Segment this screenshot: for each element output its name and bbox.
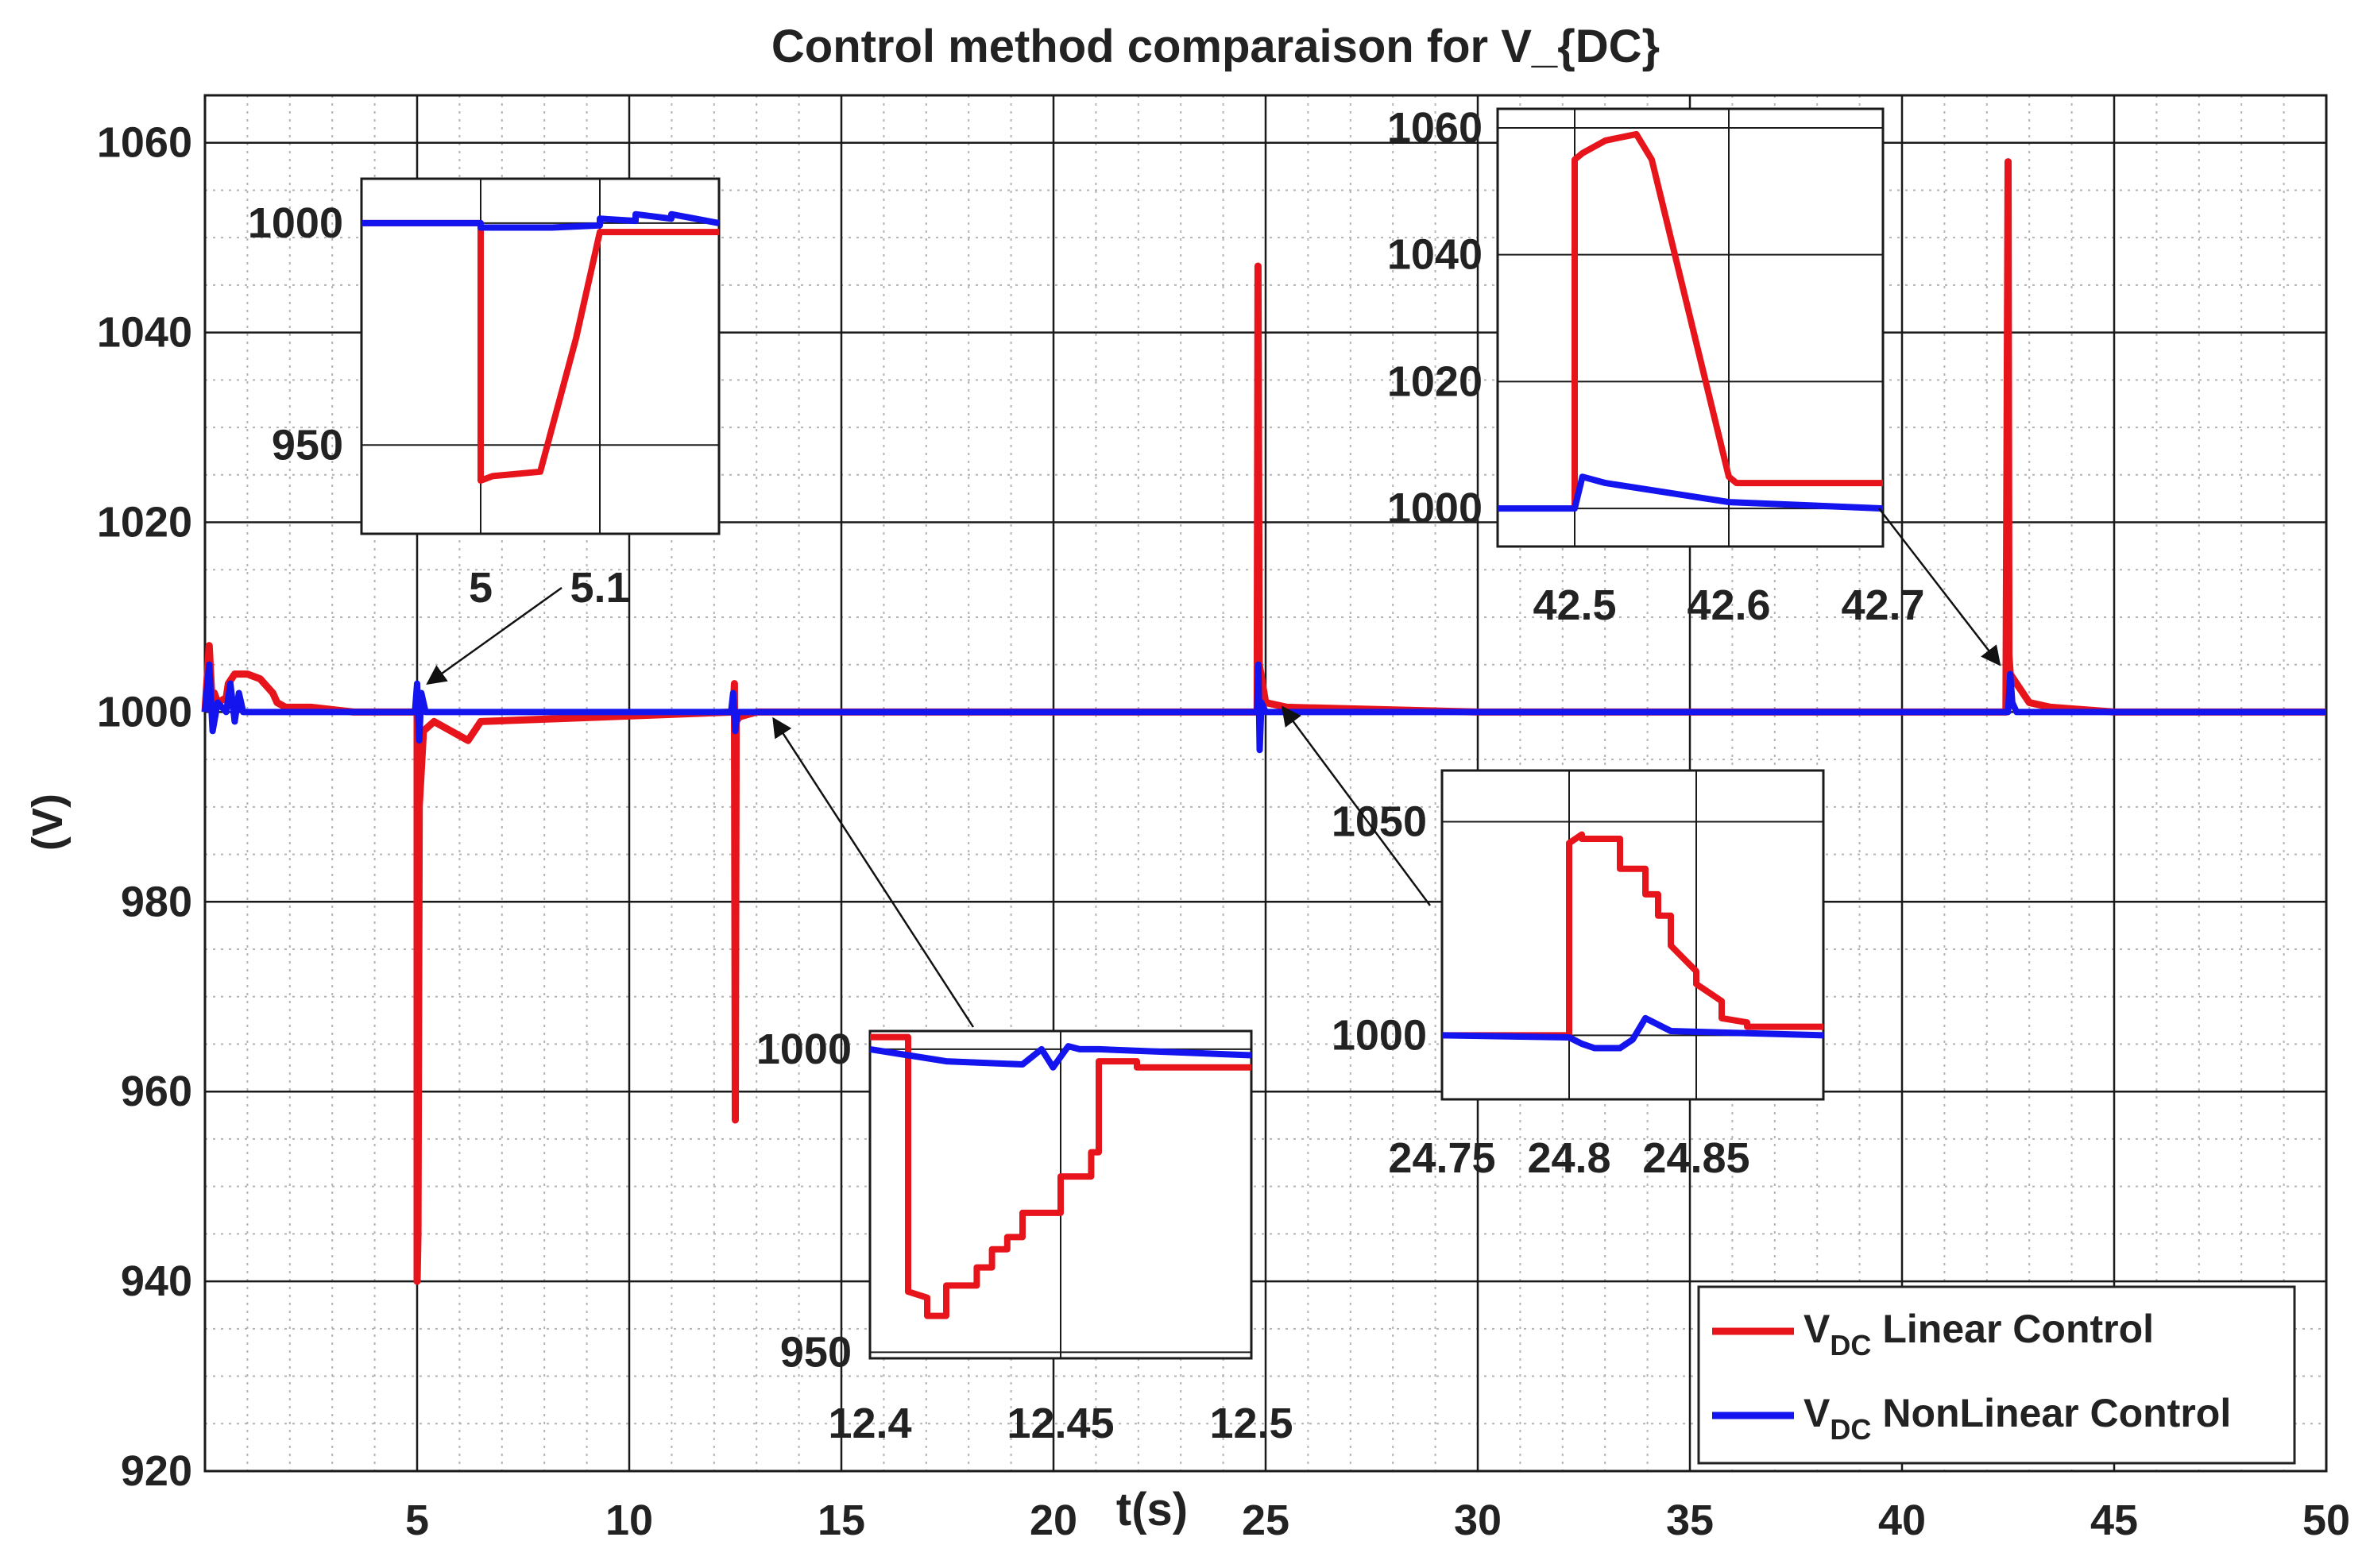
inset-x-tick-label: 5 <box>469 564 493 612</box>
inset-line-linear <box>361 219 719 484</box>
inset-y-tick-label: 950 <box>272 421 343 469</box>
y-tick-label: 920 <box>121 1447 192 1495</box>
inset-x-tick-label: 12.4 <box>828 1400 911 1447</box>
inset-line-nonlinear <box>361 210 720 231</box>
inset-x-tick-label: 42.7 <box>1841 581 1924 629</box>
chart-title: Control method comparaison for V_{DC} <box>771 21 1660 72</box>
inset-x-tick-label: 12.5 <box>1209 1400 1293 1447</box>
y-tick-label: 1060 <box>97 119 192 167</box>
legend-entry-nonlinear: VDC NonLinear Control <box>1712 1391 2231 1446</box>
legend-entry-linear: VDC Linear Control <box>1712 1307 2154 1361</box>
inset-y-tick-label: 1060 <box>1387 104 1483 152</box>
inset-y-tick-label: 1000 <box>756 1025 852 1073</box>
inset-y-tick-label: 1000 <box>248 199 343 247</box>
inset-y-tick-label: 1000 <box>1387 485 1483 532</box>
y-tick-label: 1000 <box>97 688 192 736</box>
x-tick-label: 20 <box>1030 1497 1077 1544</box>
y-tick-label: 960 <box>121 1068 192 1115</box>
x-tick-label: 25 <box>1242 1497 1289 1544</box>
inset-5s: 5 5.1 950 1000 <box>248 177 721 612</box>
inset-y-tick-label: 1020 <box>1387 357 1483 405</box>
inset-x-tick-label: 12.45 <box>1007 1400 1114 1447</box>
callout-arrow <box>1281 705 1432 906</box>
main-plot-area: 5 10 15 20 25 30 35 40 45 50 920 940 960 980 1000 1020 1… <box>97 94 2350 1544</box>
inset-y-tick-label: 950 <box>780 1328 852 1376</box>
inset-x-tick-label: 24.8 <box>1527 1134 1610 1182</box>
x-axis-label: t(s) <box>1116 1484 1188 1535</box>
inset-layer: 5 5.1 950 1000 12.4 12.45 12.5 950 1000 24.75 24.8… <box>248 104 1925 1447</box>
y-tick-label: 1040 <box>97 309 192 357</box>
inset-y-tick-label: 1040 <box>1387 231 1483 279</box>
x-tick-label: 50 <box>2302 1497 2350 1544</box>
legend-box <box>1697 1285 2296 1465</box>
inset-line-nonlinear <box>1498 473 1884 512</box>
series-line-linear <box>201 158 2326 1285</box>
inset-line-linear <box>870 1033 1251 1319</box>
callout-arrow <box>772 716 975 1028</box>
callout-arrows <box>426 508 2001 1028</box>
callout-arrow <box>1878 508 2001 666</box>
legend-label-linear: VDC Linear Control <box>1803 1307 2154 1361</box>
inset-line-linear <box>1572 130 1883 509</box>
series-line-nonlinear <box>202 661 2326 754</box>
y-tick-label: 980 <box>121 878 192 925</box>
x-tick-label: 10 <box>605 1497 653 1544</box>
x-tick-label: 45 <box>2090 1497 2138 1544</box>
inset-12.5s: 12.4 12.45 12.5 950 1000 <box>756 1025 1293 1447</box>
inset-frame <box>1440 769 1825 1101</box>
inset-line-nonlinear <box>1441 1014 1824 1052</box>
x-tick-label: 35 <box>1666 1497 1714 1544</box>
inset-line-linear <box>1442 831 1823 1039</box>
y-tick-label: 1020 <box>97 499 192 546</box>
x-tick-label: 5 <box>405 1497 429 1544</box>
inset-x-tick-label: 42.5 <box>1533 581 1616 629</box>
inset-x-tick-label: 24.75 <box>1388 1134 1495 1182</box>
inset-y-tick-label: 1000 <box>1332 1011 1427 1059</box>
plot-frame <box>203 94 2328 1473</box>
legend: VDC Linear Control VDC NonLinear Control <box>1697 1285 2296 1465</box>
inset-line-nonlinear <box>869 1043 1252 1071</box>
inset-x-tick-label: 42.6 <box>1687 581 1770 629</box>
y-axis-label: (V) <box>24 794 72 851</box>
inset-x-tick-label: 24.85 <box>1642 1134 1749 1182</box>
inset-42.5s: 42.5 42.6 42.7 1000 1020 1040 1060 <box>1387 104 1925 629</box>
legend-label-nonlinear: VDC NonLinear Control <box>1803 1391 2231 1446</box>
inset-x-tick-label: 5.1 <box>570 564 629 612</box>
callout-arrow <box>426 586 563 686</box>
x-tick-label: 15 <box>818 1497 865 1544</box>
x-tick-label: 40 <box>1878 1497 1926 1544</box>
x-tick-label: 30 <box>1454 1497 1502 1544</box>
y-tick-label: 940 <box>121 1257 192 1305</box>
